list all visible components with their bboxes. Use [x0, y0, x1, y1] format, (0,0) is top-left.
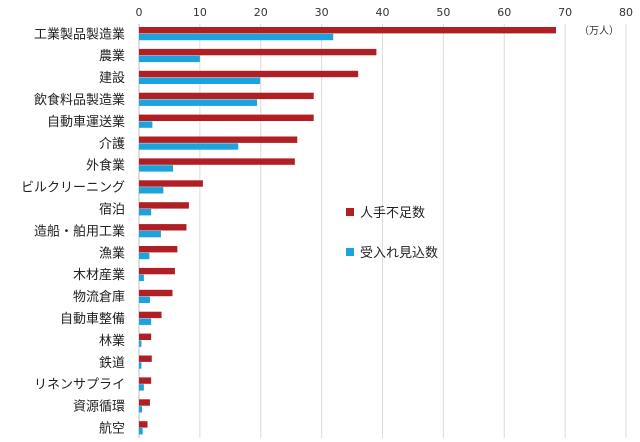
legend-swatch-shortage: [346, 208, 354, 216]
x-tick-label-70: 70: [558, 6, 572, 19]
gridlines: [138, 24, 627, 438]
bar-intake-3: [139, 99, 258, 106]
bar-intake-11: [139, 274, 144, 282]
category-label-10: 漁業: [99, 245, 125, 261]
bar-shortage-14: [139, 333, 152, 340]
category-label-1: 農業: [99, 48, 125, 64]
bar-shortage-2: [139, 70, 359, 78]
category-label-6: 外食業: [86, 158, 125, 174]
bar-shortage-4: [139, 114, 314, 121]
bar-shortage-0: [139, 27, 556, 34]
category-label-0: 工業製品製造業: [34, 26, 125, 42]
bar-shortage-9: [139, 224, 187, 231]
bar-intake-12: [139, 296, 150, 303]
category-label-9: 造船・舶用工業: [34, 223, 125, 239]
bar-intake-17: [139, 406, 143, 413]
bar-intake-7: [139, 187, 164, 194]
bar-intake-10: [139, 252, 150, 260]
category-label-16: リネンサプライ: [34, 378, 125, 393]
bar-shortage-17: [139, 399, 150, 406]
bars: [139, 27, 556, 435]
category-label-5: 介護: [99, 136, 125, 152]
bar-intake-8: [139, 209, 152, 216]
bar-intake-2: [139, 77, 261, 84]
bar-intake-9: [139, 230, 161, 238]
bar-intake-14: [139, 340, 142, 347]
x-tick-label-60: 60: [497, 6, 511, 19]
category-label-18: 航空: [99, 421, 125, 437]
bar-intake-0: [139, 33, 334, 41]
unit-label: （万人）: [579, 25, 619, 37]
category-labels: 工業製品製造業農業建設飲食料品製造業自動車運送業介護外食業ビルクリーニング宿泊造…: [21, 26, 125, 436]
bar-shortage-16: [139, 377, 152, 384]
legend-label-intake: 受入れ見込数: [360, 246, 438, 261]
category-label-3: 飲食料品製造業: [34, 92, 125, 108]
bar-shortage-8: [139, 202, 189, 209]
bar-intake-1: [139, 55, 200, 63]
x-tick-label-20: 20: [254, 6, 268, 19]
category-label-2: 建設: [99, 70, 125, 86]
bar-intake-6: [139, 165, 174, 172]
x-tick-label-10: 10: [193, 6, 207, 19]
bar-shortage-18: [139, 421, 148, 428]
legend-label-shortage: 人手不足数: [360, 206, 425, 221]
bar-shortage-12: [139, 289, 173, 297]
bar-shortage-5: [139, 136, 298, 143]
x-tick-label-0: 0: [136, 6, 143, 19]
bar-intake-5: [139, 143, 239, 150]
category-label-4: 自動車運送業: [47, 114, 125, 130]
bar-intake-18: [139, 428, 143, 435]
bar-shortage-1: [139, 48, 377, 56]
category-label-8: 宿泊: [99, 202, 125, 218]
bar-intake-4: [139, 121, 153, 128]
bar-shortage-13: [139, 311, 162, 319]
legend-swatch-intake: [346, 248, 354, 256]
category-label-12: 物流倉庫: [73, 290, 125, 305]
x-tick-label-80: 80: [619, 6, 633, 19]
bar-shortage-11: [139, 267, 175, 275]
category-label-13: 自動車整備: [60, 311, 125, 327]
bar-shortage-6: [139, 158, 295, 165]
bar-intake-15: [139, 362, 142, 369]
category-label-14: 林業: [99, 333, 125, 349]
x-tick-label-40: 40: [376, 6, 390, 19]
category-label-11: 木材産業: [73, 267, 125, 283]
bar-shortage-15: [139, 355, 152, 362]
category-label-7: ビルクリーニング: [21, 181, 125, 196]
x-tick-label-50: 50: [436, 6, 450, 19]
bar-intake-16: [139, 384, 144, 391]
bar-shortage-7: [139, 180, 203, 187]
category-label-17: 資源循環: [73, 400, 125, 415]
x-tick-label-30: 30: [315, 6, 329, 19]
bar-shortage-3: [139, 92, 314, 100]
bar-intake-13: [139, 318, 152, 325]
bar-shortage-10: [139, 246, 178, 253]
x-axis-ticks: 0 10 20 30 40 50 60 70 80: [136, 6, 634, 19]
category-label-15: 鉄道: [99, 356, 125, 371]
